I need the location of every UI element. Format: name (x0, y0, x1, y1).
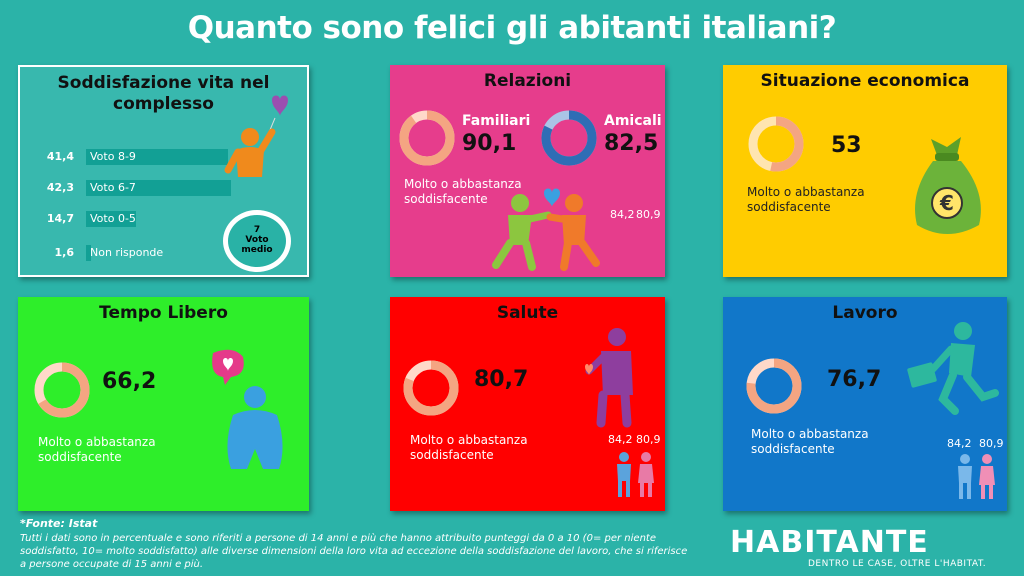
happy-person-icon (224, 95, 288, 177)
card-title-line1: Soddisfazione vita nel (57, 73, 270, 93)
brand-logo: HABITANTE (730, 525, 929, 560)
caption-line1: Molto o abbastanza (751, 427, 869, 441)
ring-economica (748, 116, 804, 172)
caption-line1: Molto o abbastanza (404, 177, 522, 191)
brand-tagline: DENTRO LE CASE, OLTRE L'HABITAT. (808, 559, 987, 569)
female-value: 80,9 (636, 433, 661, 446)
ring-familiari (399, 110, 455, 166)
female-value: 80,9 (636, 208, 661, 221)
familiari-value: 90,1 (462, 131, 517, 156)
amicali-value: 82,5 (604, 131, 659, 156)
card-relazioni: Relazioni Familiari 90,1 Amicali 82,5 Mo… (390, 65, 665, 277)
relaxed-person-icon (212, 349, 283, 469)
economica-value: 53 (831, 133, 862, 158)
bar-label: Non risponde (90, 246, 164, 259)
male-value: 84,2 (947, 437, 972, 450)
male-value: 84,2 (610, 208, 635, 221)
worker-icon (907, 322, 999, 415)
familiari-label: Familiari (462, 113, 531, 129)
caption-line1: Molto o abbastanza (38, 435, 156, 449)
bar (86, 211, 137, 227)
bar-value: 1,6 (54, 246, 75, 259)
lavoro-caption: Molto o abbastanza soddisfacente (751, 427, 869, 457)
media-label-line2: medio (241, 245, 273, 255)
caption-line1: Molto o abbastanza (747, 185, 865, 199)
card-tempo: Tempo Libero 66,2 Molto o abbastanza sod… (18, 297, 309, 511)
economica-caption: Molto o abbastanza soddisfacente (747, 185, 865, 215)
lavoro-value: 76,7 (827, 367, 882, 392)
footnote-line1: Tutti i dati sono in percentuale e sono … (20, 533, 656, 544)
tempo-caption: Molto o abbastanza soddisfacente (38, 435, 156, 465)
card-title-salute: Salute (496, 303, 559, 323)
ring-tempo (34, 362, 90, 418)
media-badge: 7 Voto medio (223, 210, 291, 272)
footnote-line2: soddisfatto, 10= molto soddisfatto) alle… (20, 546, 688, 557)
card-economica: Situazione economica 53 Molto o abbastan… (723, 65, 1007, 277)
media-value: 7 (253, 225, 261, 235)
amicali-label: Amicali (604, 113, 662, 129)
bar-label: Voto 8-9 (90, 150, 136, 163)
caption-line2: soddisfacente (38, 450, 122, 464)
caption-line2: soddisfacente (751, 442, 835, 456)
source-note: *Fonte: Istat (20, 517, 98, 530)
tempo-value: 66,2 (102, 369, 157, 394)
caption-line1: Molto o abbastanza (410, 433, 528, 447)
ring-salute (403, 360, 459, 416)
female-value: 80,9 (979, 437, 1004, 450)
caption-line2: soddisfacente (404, 192, 488, 206)
salute-value: 80,7 (474, 367, 529, 392)
bar (86, 149, 228, 165)
card-vita: Soddisfazione vita nel complesso 41,4 Vo… (18, 65, 309, 277)
money-bag-icon: € (915, 137, 981, 234)
card-title-relazioni: Relazioni (483, 71, 572, 91)
caption-line2: soddisfacente (747, 200, 831, 214)
ring-amicali (541, 110, 597, 166)
bar (86, 180, 231, 196)
bar-value: 14,7 (46, 212, 74, 225)
ring-lavoro (746, 358, 802, 414)
card-title-line2: complesso (113, 94, 214, 114)
bar-label: Voto 0-5 (90, 212, 136, 225)
male-female-icon (958, 454, 995, 499)
male-female-icon (617, 452, 654, 497)
caption-line2: soddisfacente (410, 448, 494, 462)
footnote-line3: a persone occupate di 15 anni e più. (20, 559, 204, 570)
health-person-icon (585, 328, 633, 428)
card-salute: Salute 80,7 Molto o abbastanza soddisfac… (390, 297, 665, 511)
card-lavoro: Lavoro 76,7 Molto o abbastanza soddisfac… (723, 297, 1007, 511)
card-title-vita: Soddisfazione vita nel complesso (20, 73, 307, 115)
card-title-lavoro: Lavoro (832, 303, 898, 323)
bar-label: Voto 6-7 (90, 181, 136, 194)
bar (86, 245, 92, 261)
page-title: Quanto sono felici gli abitanti italiani… (187, 10, 837, 46)
salute-caption: Molto o abbastanza soddisfacente (410, 433, 528, 463)
bar-value: 41,4 (46, 150, 74, 163)
bar-value: 42,3 (46, 181, 74, 194)
friends-icon (492, 188, 600, 271)
male-value: 84,2 (608, 433, 633, 446)
svg-text:€: € (939, 191, 954, 215)
card-title-tempo: Tempo Libero (99, 303, 228, 323)
media-label-line1: Voto (245, 235, 269, 245)
card-title-economica: Situazione economica (760, 71, 970, 91)
relazioni-caption: Molto o abbastanza soddisfacente (404, 177, 522, 207)
